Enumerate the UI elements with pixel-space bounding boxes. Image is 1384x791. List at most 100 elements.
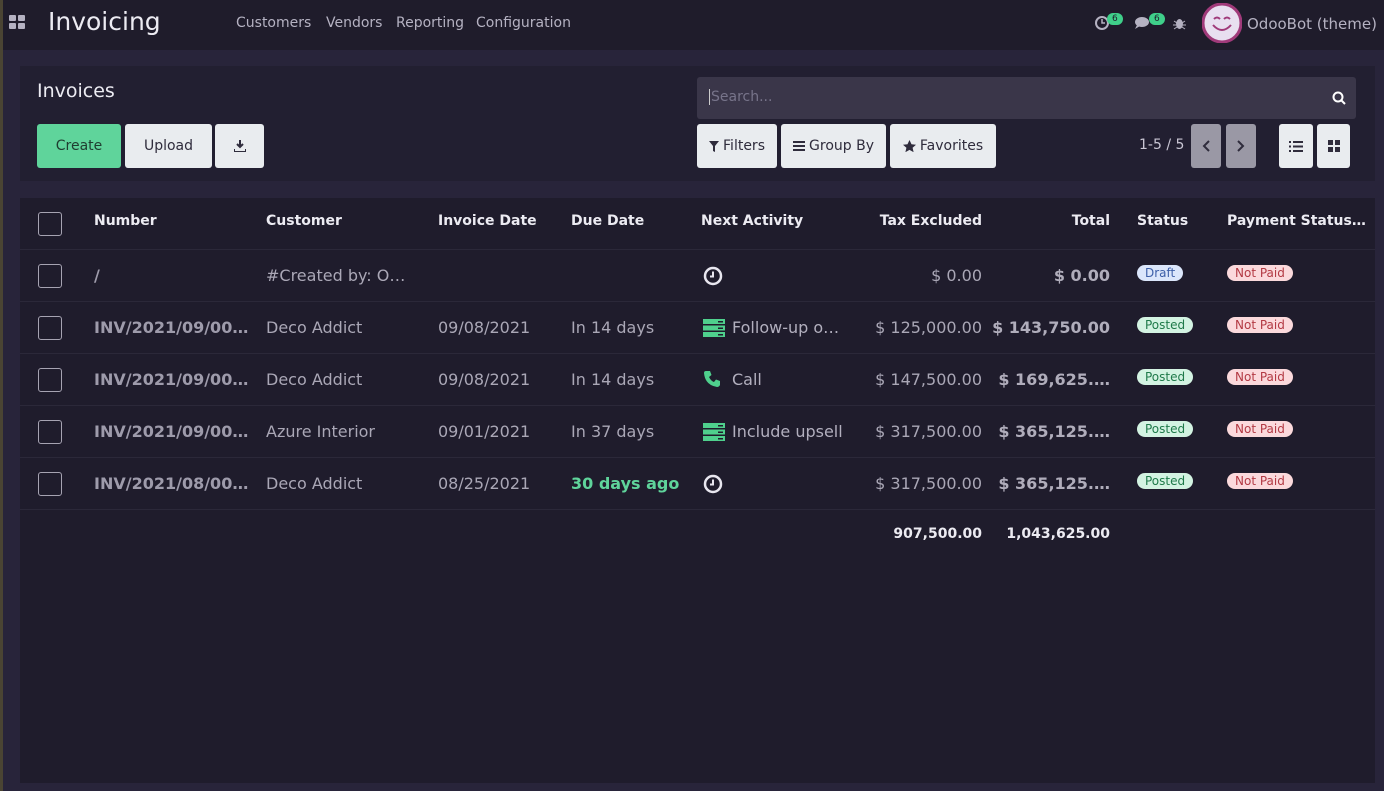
tax-excluded-total: 907,500.00	[893, 526, 982, 542]
menu-item[interactable]: Configuration	[476, 15, 571, 31]
customer: Deco Addict	[266, 474, 363, 493]
favorites-button[interactable]: Favorites	[890, 124, 996, 168]
row-checkbox[interactable]	[38, 368, 62, 392]
search-bar[interactable]: Search...	[697, 77, 1356, 119]
activity-count: 6	[1107, 13, 1123, 25]
activity-icon[interactable]	[703, 422, 725, 446]
row-checkbox[interactable]	[38, 264, 62, 288]
debug-icon[interactable]	[1173, 16, 1186, 30]
page-title: Invoices	[37, 80, 115, 102]
pager: 1-5 / 5	[1139, 137, 1185, 153]
navbar: Invoicing 6 6 OdooBot (theme) Customers V…	[3, 0, 1384, 50]
row-divider	[20, 353, 1375, 354]
status-badge: Posted	[1137, 317, 1194, 333]
column-header[interactable]: Invoice Date	[438, 213, 537, 229]
kanban-view-button[interactable]	[1317, 124, 1350, 168]
invoice-date: 09/08/2021	[438, 318, 531, 337]
message-count: 6	[1149, 13, 1165, 25]
column-header[interactable]: Next Activity	[701, 213, 804, 229]
number: INV/2021/09/00…	[94, 370, 249, 389]
total: $ 365,125.…	[998, 422, 1110, 441]
column-header[interactable]: Tax Excluded	[879, 213, 982, 229]
control-panel: Invoices Create Upload Search... Filters…	[20, 66, 1375, 181]
edge	[0, 0, 3, 791]
payment-status-badge: Not Paid	[1227, 473, 1293, 489]
activity-summary: Call	[732, 370, 762, 389]
upload-button[interactable]: Upload	[125, 124, 212, 168]
avatar[interactable]	[1202, 3, 1242, 43]
filters-button[interactable]: Filters	[697, 124, 777, 168]
due-date: 30 days ago	[571, 474, 680, 493]
status-badge: Posted	[1137, 421, 1194, 437]
activity-icon[interactable]	[703, 318, 725, 342]
next-button[interactable]	[1226, 124, 1256, 168]
number: INV/2021/09/00…	[94, 422, 249, 441]
search-placeholder: Search...	[709, 89, 773, 105]
row-divider	[20, 249, 1375, 250]
app-name[interactable]: Invoicing	[48, 7, 161, 36]
message-icon[interactable]	[1134, 16, 1151, 30]
row-divider	[20, 457, 1375, 458]
row-checkbox[interactable]	[38, 472, 62, 496]
invoice-list: Number Customer Invoice Date Due Date Next A…	[20, 198, 1375, 783]
select-all[interactable]	[38, 212, 62, 236]
status-badge: Posted	[1137, 369, 1194, 385]
activity-icon[interactable]	[703, 370, 721, 392]
activity-icon[interactable]	[703, 474, 723, 498]
column-header[interactable]: Due Date	[571, 213, 645, 229]
status-badge: Draft	[1137, 265, 1184, 281]
prev-button[interactable]	[1191, 124, 1221, 168]
customer: #Created by: O…	[266, 266, 406, 285]
apps-icon[interactable]	[9, 15, 27, 31]
customer: Azure Interior	[266, 422, 376, 441]
invoice-date: 09/08/2021	[438, 370, 531, 389]
create-button[interactable]: Create	[37, 124, 121, 168]
invoice-date: 08/25/2021	[438, 474, 531, 493]
due-date: In 14 days	[571, 370, 655, 389]
total: $ 169,625.…	[998, 370, 1110, 389]
number: INV/2021/09/00…	[94, 318, 249, 337]
customer: Deco Addict	[266, 370, 363, 389]
activity-summary: Follow-up o…	[732, 318, 840, 337]
row-checkbox[interactable]	[38, 420, 62, 444]
due-date: In 37 days	[571, 422, 655, 441]
payment-status-badge: Not Paid	[1227, 421, 1293, 437]
activity-summary: Include upsell	[732, 422, 843, 441]
number: /	[94, 266, 100, 285]
activity-icon[interactable]	[703, 266, 723, 290]
payment-status-badge: Not Paid	[1227, 369, 1293, 385]
total: $ 365,125.…	[998, 474, 1110, 493]
column-header[interactable]: Customer	[266, 213, 342, 229]
search-icon[interactable]	[1332, 91, 1346, 105]
group-by-button[interactable]: Group By	[781, 124, 886, 168]
user-name[interactable]: OdooBot (theme)	[1247, 15, 1377, 33]
status-badge: Posted	[1137, 473, 1194, 489]
tax-excluded: $ 147,500.00	[875, 370, 982, 389]
row-divider	[20, 301, 1375, 302]
payment-status-badge: Not Paid	[1227, 265, 1293, 281]
download-button[interactable]	[215, 124, 264, 168]
favorites-label: Favorites	[919, 138, 984, 154]
column-header[interactable]: Payment Status…	[1227, 213, 1366, 229]
customer: Deco Addict	[266, 318, 363, 337]
row-checkbox[interactable]	[38, 316, 62, 340]
tax-excluded: $ 0.00	[931, 266, 982, 285]
list-view-button[interactable]	[1279, 124, 1313, 168]
due-date: In 14 days	[571, 318, 655, 337]
invoice-date: 09/01/2021	[438, 422, 531, 441]
column-header[interactable]: Total	[1071, 213, 1110, 229]
payment-status-badge: Not Paid	[1227, 317, 1293, 333]
grand-total: 1,043,625.00	[1006, 526, 1110, 542]
group-by-label: Group By	[809, 138, 874, 154]
total: $ 143,750.00	[992, 318, 1110, 337]
column-header[interactable]: Number	[94, 213, 157, 229]
row-divider	[20, 405, 1375, 406]
menu-item[interactable]: Customers	[236, 15, 312, 31]
menu-item[interactable]: Vendors	[326, 15, 383, 31]
tax-excluded: $ 317,500.00	[875, 422, 982, 441]
menu-item[interactable]: Reporting	[396, 15, 465, 31]
tax-excluded: $ 125,000.00	[875, 318, 982, 337]
filters-label: Filters	[723, 138, 765, 154]
column-header[interactable]: Status	[1137, 213, 1189, 229]
